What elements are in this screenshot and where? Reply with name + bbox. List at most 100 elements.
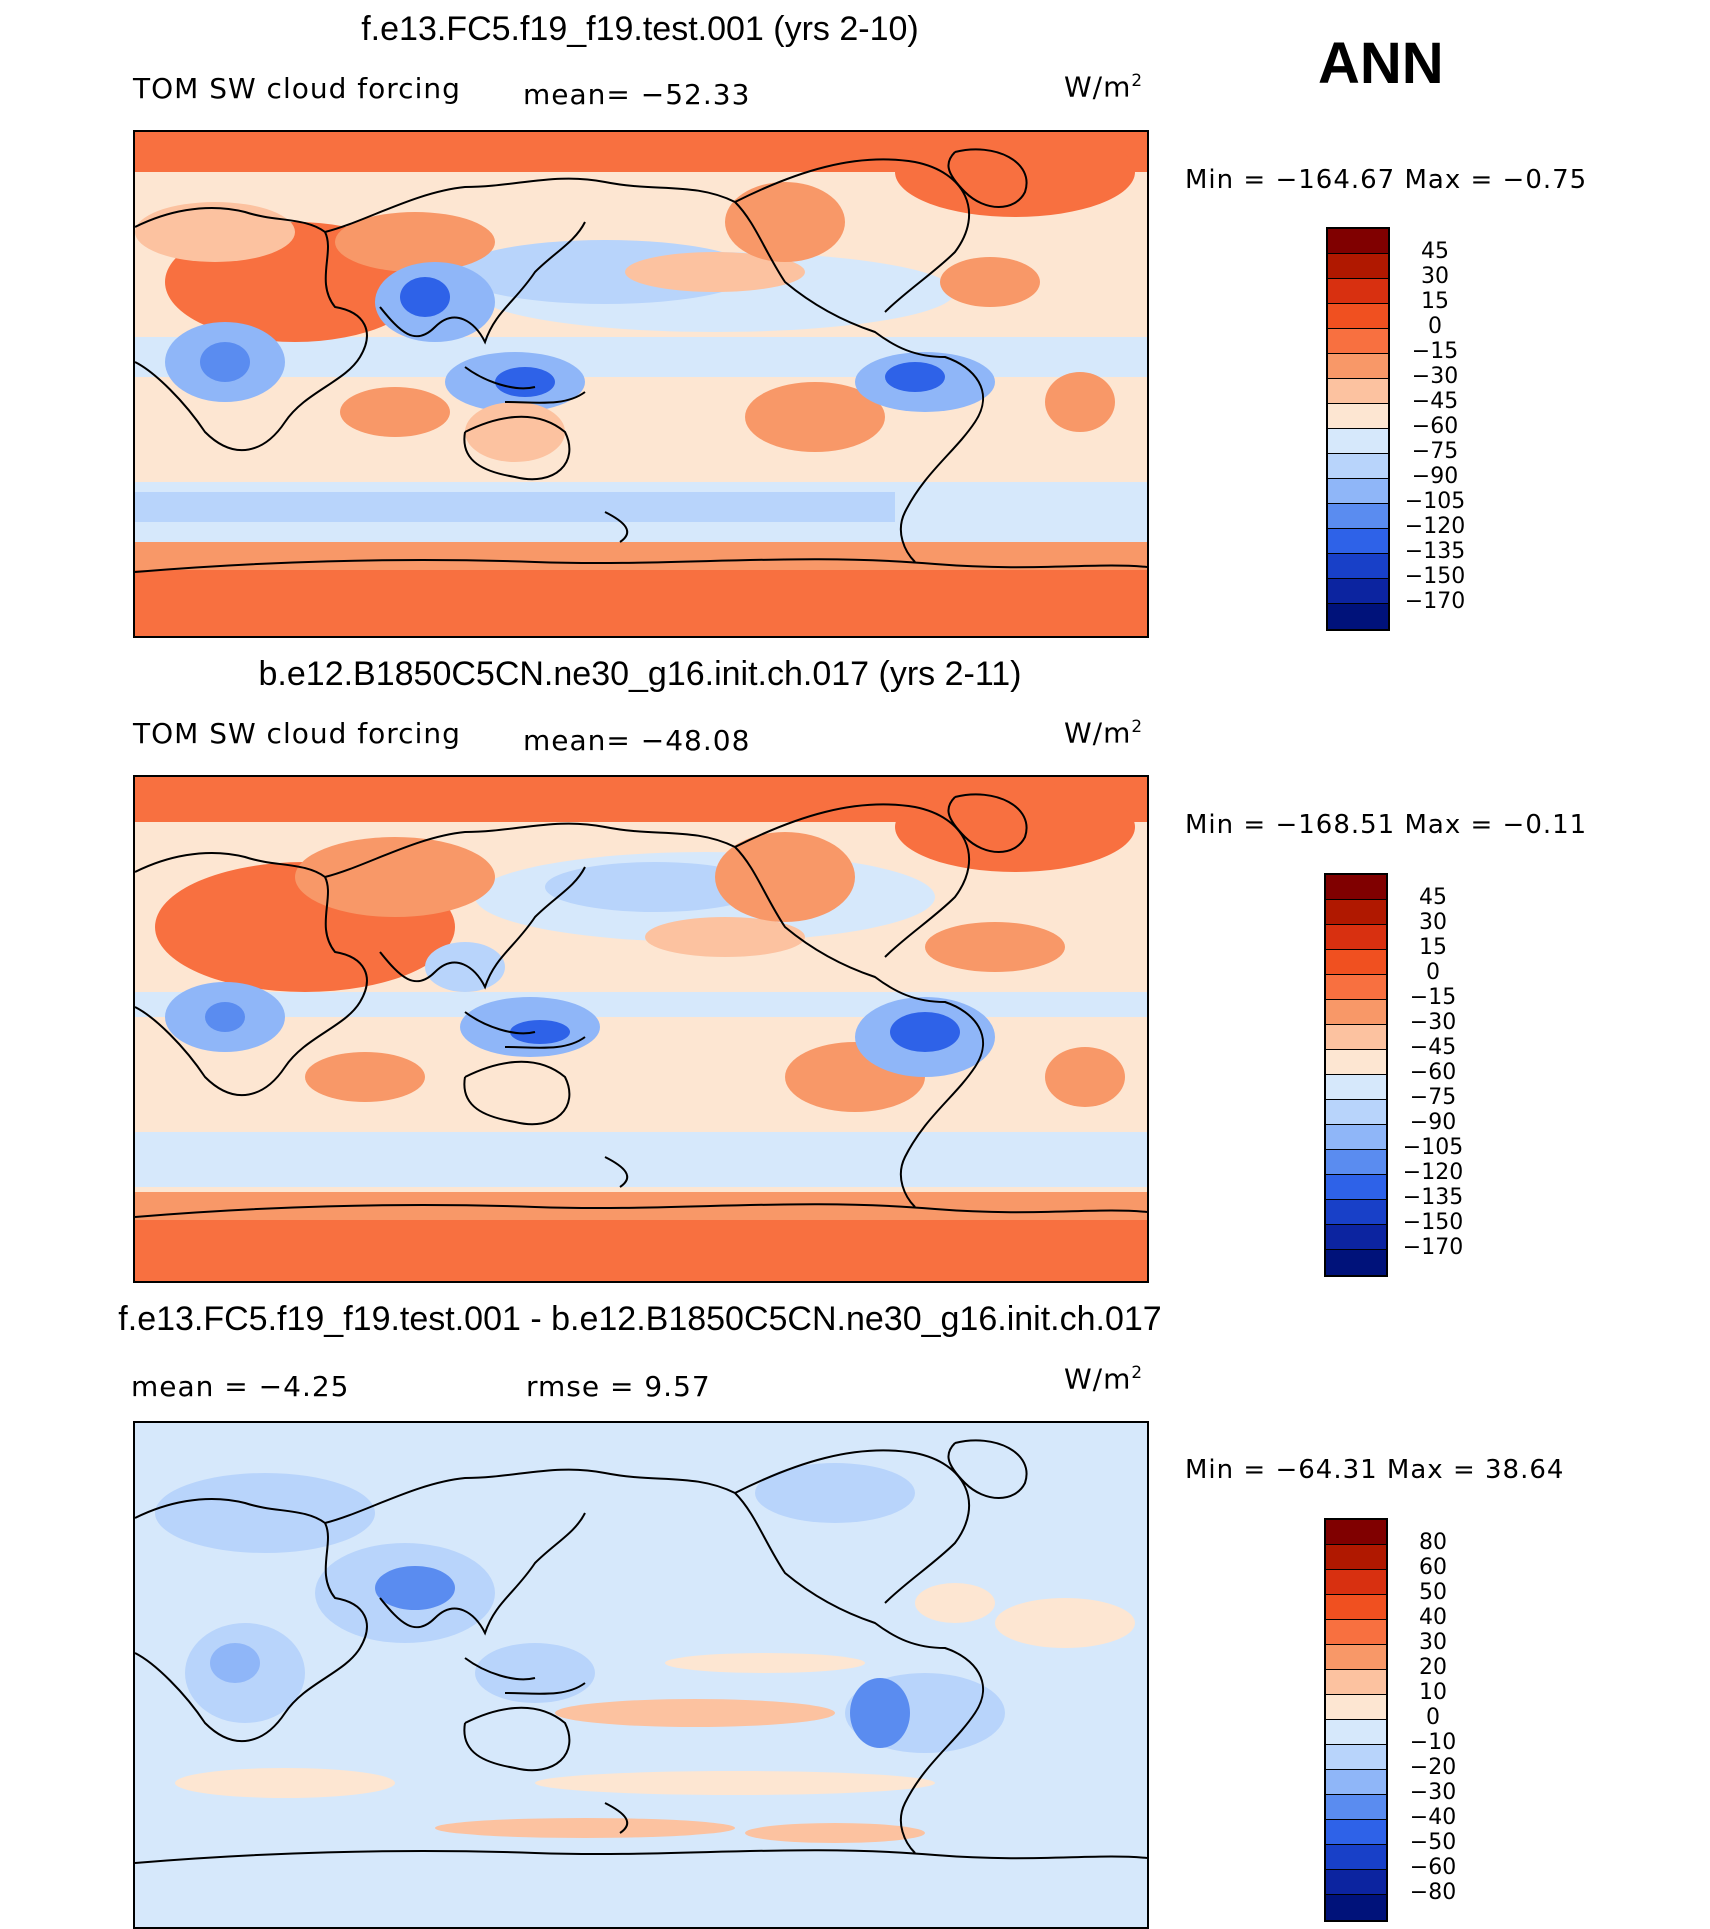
season-label: ANN [1318,31,1444,96]
colorbar-swatch [1328,504,1388,529]
colorbar-swatch [1328,304,1388,329]
colorbar-swatch [1328,454,1388,479]
colorbar-tick-label: 15 [1419,935,1447,960]
colorbar-tick-label: −150 [1404,564,1466,589]
colorbar-swatch [1328,229,1388,254]
colorbar-tick-label: −120 [1404,514,1466,539]
colorbar-swatch [1326,950,1386,975]
panel2-colorbar [1324,873,1388,1277]
colorbar-tick-label: −30 [1409,1010,1457,1035]
colorbar-tick-label: −105 [1402,1135,1464,1160]
colorbar-swatch [1328,529,1388,554]
colorbar-swatch [1326,1770,1386,1795]
colorbar-tick-label: 30 [1421,264,1449,289]
colorbar-tick-label: 30 [1419,1630,1447,1655]
colorbar-tick-label: −90 [1411,464,1459,489]
panel3-mean-label: mean = −4.25 [131,1370,350,1403]
colorbar-tick-label: −80 [1409,1880,1457,1905]
panel3-title: f.e13.FC5.f19_f19.test.001 - b.e12.B1850… [118,1300,1162,1338]
colorbar-swatch [1326,1000,1386,1025]
colorbar-tick-label: −30 [1409,1780,1457,1805]
colorbar-swatch [1326,1595,1386,1620]
panel3-unit-label: W/m2 [1064,1362,1144,1396]
colorbar-swatch [1326,1620,1386,1645]
colorbar-swatch [1326,1670,1386,1695]
colorbar-swatch [1326,1520,1386,1545]
colorbar-swatch [1326,1845,1386,1870]
colorbar-tick-label: 10 [1419,1680,1447,1705]
colorbar-swatch [1326,1050,1386,1075]
colorbar-swatch [1326,1820,1386,1845]
colorbar-swatch [1326,1570,1386,1595]
colorbar-tick-label: −30 [1411,364,1459,389]
colorbar-tick-label: 15 [1421,289,1449,314]
panel2-min-max: Min = −168.51 Max = −0.11 [1185,810,1588,840]
colorbar-tick-label: −15 [1409,985,1457,1010]
colorbar-swatch [1326,1200,1386,1225]
colorbar-tick-label: −90 [1409,1110,1457,1135]
panel1-mean-label: mean= −52.33 [523,78,751,111]
colorbar-swatch [1326,900,1386,925]
colorbar-swatch [1326,1250,1386,1275]
colorbar-swatch [1326,1075,1386,1100]
colorbar-tick-label: 45 [1421,239,1449,264]
panel1-unit-label: W/m2 [1064,70,1144,104]
colorbar-tick-label: −75 [1411,439,1459,464]
colorbar-swatch [1326,1895,1386,1920]
colorbar-tick-label: −60 [1411,414,1459,439]
colorbar-tick-label: −170 [1404,589,1466,614]
colorbar-swatch [1326,1100,1386,1125]
panel2-title: b.e12.B1850C5CN.ne30_g16.init.ch.017 (yr… [258,655,1022,693]
colorbar-tick-label: 80 [1419,1530,1447,1555]
colorbar-tick-label: −45 [1409,1035,1457,1060]
colorbar-swatch [1328,554,1388,579]
colorbar-swatch [1326,1150,1386,1175]
panel2-mean-label: mean= −48.08 [523,724,751,757]
colorbar-swatch [1326,1225,1386,1250]
panel3-map [133,1421,1149,1929]
colorbar-swatch [1326,1745,1386,1770]
colorbar-tick-label: 0 [1426,1705,1440,1730]
colorbar-tick-label: 60 [1419,1555,1447,1580]
colorbar-tick-label: 40 [1419,1605,1447,1630]
colorbar-swatch [1326,1175,1386,1200]
panel1-map [133,130,1149,638]
panel2-variable-label: TOM SW cloud forcing [133,717,461,750]
colorbar-tick-label: −170 [1402,1235,1464,1260]
colorbar-tick-label: 45 [1419,885,1447,910]
colorbar-tick-label: 30 [1419,910,1447,935]
panel1-variable-label: TOM SW cloud forcing [133,72,461,105]
colorbar-swatch [1328,329,1388,354]
colorbar-tick-label: −50 [1409,1830,1457,1855]
colorbar-tick-label: −75 [1409,1085,1457,1110]
colorbar-tick-label: −45 [1411,389,1459,414]
colorbar-tick-label: 0 [1426,960,1440,985]
colorbar-swatch [1328,579,1388,604]
colorbar-tick-label: −135 [1404,539,1466,564]
panel2-unit-label: W/m2 [1064,716,1144,750]
colorbar-tick-label: −10 [1409,1730,1457,1755]
colorbar-tick-label: −20 [1409,1755,1457,1780]
colorbar-swatch [1328,379,1388,404]
colorbar-swatch [1328,479,1388,504]
panel1-min-max: Min = −164.67 Max = −0.75 [1185,165,1588,195]
colorbar-swatch [1328,354,1388,379]
colorbar-swatch [1326,875,1386,900]
colorbar-swatch [1328,279,1388,304]
colorbar-swatch [1326,1695,1386,1720]
colorbar-swatch [1328,404,1388,429]
colorbar-swatch [1326,1545,1386,1570]
colorbar-swatch [1326,1645,1386,1670]
colorbar-tick-label: −150 [1402,1210,1464,1235]
colorbar-tick-label: −120 [1402,1160,1464,1185]
colorbar-tick-label: 0 [1428,314,1442,339]
panel3-colorbar [1324,1518,1388,1922]
colorbar-tick-label: −135 [1402,1185,1464,1210]
colorbar-tick-label: −15 [1411,339,1459,364]
panel2-map [133,775,1149,1283]
panel3-min-max: Min = −64.31 Max = 38.64 [1185,1455,1565,1485]
colorbar-tick-label: 20 [1419,1655,1447,1680]
colorbar-tick-label: −40 [1409,1805,1457,1830]
colorbar-swatch [1326,1025,1386,1050]
colorbar-swatch [1328,429,1388,454]
